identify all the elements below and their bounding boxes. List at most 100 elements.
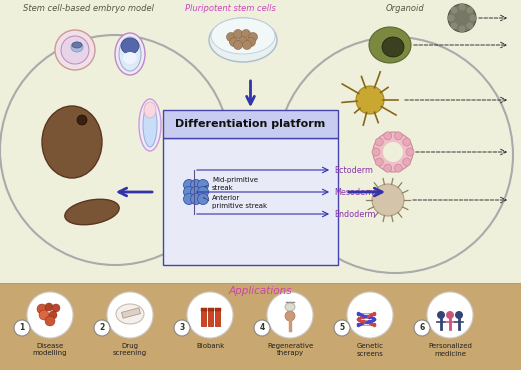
Circle shape <box>448 4 476 32</box>
Circle shape <box>242 40 252 50</box>
Ellipse shape <box>139 99 161 151</box>
Circle shape <box>77 115 87 125</box>
Text: Pluripotent stem cells: Pluripotent stem cells <box>184 4 276 13</box>
Circle shape <box>246 37 255 47</box>
Text: Applications: Applications <box>228 286 292 296</box>
Bar <box>0 283 521 370</box>
Text: Mid-primitive
streak: Mid-primitive streak <box>212 177 258 191</box>
Circle shape <box>356 86 384 114</box>
Ellipse shape <box>123 52 137 64</box>
Circle shape <box>455 311 463 319</box>
Circle shape <box>285 311 295 321</box>
Circle shape <box>403 138 411 146</box>
Circle shape <box>187 292 233 338</box>
Circle shape <box>14 320 30 336</box>
Ellipse shape <box>116 304 144 324</box>
Text: 6: 6 <box>419 323 425 333</box>
Circle shape <box>372 184 404 216</box>
Circle shape <box>466 7 473 14</box>
Circle shape <box>249 33 257 41</box>
Ellipse shape <box>211 18 275 54</box>
Text: 2: 2 <box>100 323 105 333</box>
Circle shape <box>242 30 251 38</box>
Circle shape <box>458 3 465 10</box>
Circle shape <box>383 142 403 162</box>
Circle shape <box>27 292 73 338</box>
Circle shape <box>183 194 194 205</box>
Bar <box>207 308 214 311</box>
Circle shape <box>372 148 380 156</box>
Circle shape <box>466 22 473 29</box>
Circle shape <box>451 22 458 29</box>
Circle shape <box>191 194 202 205</box>
Text: 3: 3 <box>179 323 184 333</box>
Circle shape <box>191 186 202 198</box>
Circle shape <box>239 37 247 46</box>
Circle shape <box>183 179 194 191</box>
Text: Personalized
medicine: Personalized medicine <box>428 343 472 357</box>
Circle shape <box>55 30 95 70</box>
Circle shape <box>197 186 208 198</box>
Circle shape <box>375 158 383 166</box>
Ellipse shape <box>42 106 102 178</box>
Bar <box>0 0 521 283</box>
Circle shape <box>254 320 270 336</box>
Ellipse shape <box>71 42 83 52</box>
Circle shape <box>334 320 350 336</box>
Ellipse shape <box>369 27 411 63</box>
Text: Differentiation platform: Differentiation platform <box>176 119 326 129</box>
Circle shape <box>191 179 202 191</box>
Bar <box>163 138 338 265</box>
Circle shape <box>107 292 153 338</box>
Ellipse shape <box>209 18 277 62</box>
Circle shape <box>427 292 473 338</box>
Circle shape <box>414 320 430 336</box>
Circle shape <box>448 14 454 21</box>
Circle shape <box>229 37 239 47</box>
Circle shape <box>197 179 208 191</box>
Text: Drug
screening: Drug screening <box>113 343 147 357</box>
Bar <box>201 308 206 311</box>
Ellipse shape <box>144 102 156 118</box>
Circle shape <box>37 304 47 314</box>
Circle shape <box>347 292 393 338</box>
Text: Regenerative
therapy: Regenerative therapy <box>267 343 313 357</box>
Circle shape <box>384 132 392 140</box>
Text: Biobank: Biobank <box>196 343 224 349</box>
Circle shape <box>61 36 89 64</box>
Circle shape <box>458 26 465 33</box>
Text: 1: 1 <box>19 323 24 333</box>
Bar <box>215 308 220 311</box>
Ellipse shape <box>143 103 157 147</box>
Circle shape <box>403 158 411 166</box>
Circle shape <box>451 7 458 14</box>
Circle shape <box>373 132 413 172</box>
Circle shape <box>52 304 60 312</box>
Circle shape <box>394 164 402 172</box>
Circle shape <box>94 320 110 336</box>
Circle shape <box>45 303 53 311</box>
Circle shape <box>406 148 414 156</box>
Ellipse shape <box>65 199 119 225</box>
Text: 5: 5 <box>340 323 344 333</box>
Bar <box>215 310 220 326</box>
Circle shape <box>197 194 208 205</box>
Text: Mesoderm: Mesoderm <box>334 188 376 196</box>
Circle shape <box>384 164 392 172</box>
Ellipse shape <box>285 303 295 311</box>
Circle shape <box>183 186 194 198</box>
Circle shape <box>437 311 445 319</box>
Text: Disease
modelling: Disease modelling <box>33 343 67 357</box>
Circle shape <box>469 14 477 21</box>
Text: Endoderm: Endoderm <box>334 209 376 219</box>
Ellipse shape <box>119 37 141 71</box>
Text: 4: 4 <box>259 323 265 333</box>
Ellipse shape <box>115 33 145 75</box>
Circle shape <box>375 138 383 146</box>
Circle shape <box>233 40 242 50</box>
Circle shape <box>49 311 57 319</box>
Circle shape <box>227 33 235 41</box>
Ellipse shape <box>382 37 404 57</box>
Text: Organoid: Organoid <box>386 4 425 13</box>
Bar <box>121 308 141 318</box>
